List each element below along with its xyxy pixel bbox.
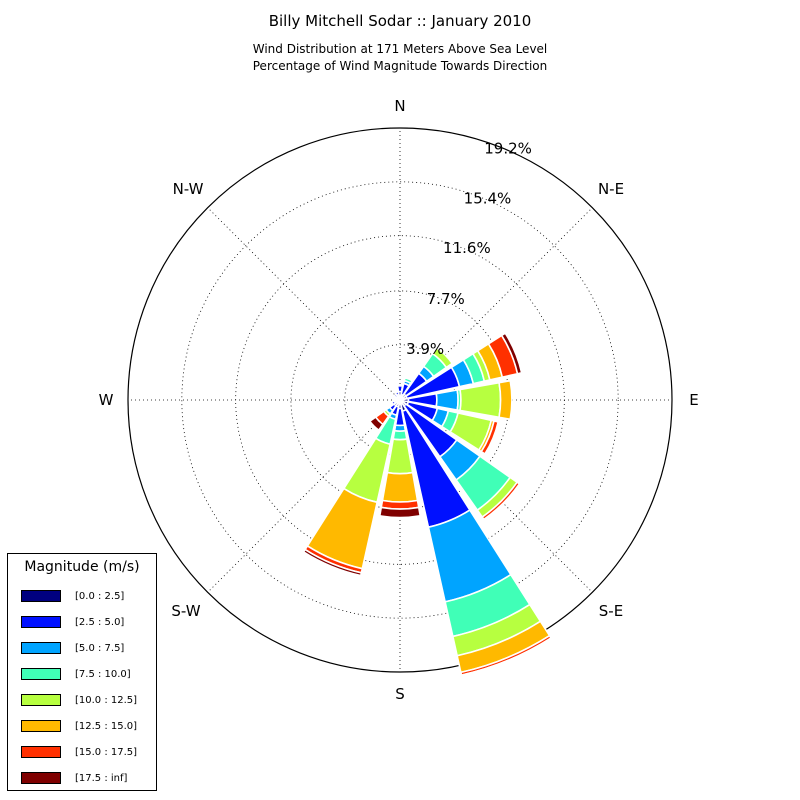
direction-label: E — [689, 391, 698, 409]
legend-swatch — [21, 694, 61, 706]
legend-swatch — [21, 616, 61, 628]
legend-swatch — [21, 642, 61, 654]
chart-labels: 3.9% 7.7% 11.6% 15.4% 19.2% N N-E E S-E S S-W W N-W — [99, 97, 699, 703]
outer-ring — [127, 127, 673, 673]
direction-label: W — [99, 391, 114, 409]
grid-spoke — [399, 207, 593, 401]
direction-label: N-W — [173, 180, 204, 198]
grid-spoke — [207, 207, 401, 401]
legend-swatch — [21, 746, 61, 758]
bar-segment — [460, 637, 553, 678]
subtitle-line-1: Wind Distribution at 171 Meters Above Se… — [252, 42, 548, 56]
bar-segment — [386, 438, 414, 475]
direction-label: S — [395, 685, 405, 703]
bar-segment — [481, 481, 521, 521]
legend-swatch — [21, 590, 61, 602]
radial-tick-label: 19.2% — [484, 140, 532, 158]
bar-segment — [369, 416, 384, 431]
legend-swatch — [21, 668, 61, 680]
direction-label: S-W — [171, 602, 200, 620]
legend-label: [15.0 : 17.5] — [75, 746, 138, 758]
legend-label: [2.5 : 5.0] — [75, 616, 125, 628]
subtitle-line-2: Percentage of Wind Magnitude Towards Dir… — [252, 59, 548, 73]
bar-segment — [435, 389, 459, 411]
bar-segment — [378, 506, 422, 519]
legend: Magnitude (m/s) [0.0 : 2.5] [2.5 : 5.0] [5… — [7, 553, 157, 791]
legend-swatch — [21, 720, 61, 732]
bar-segment — [403, 377, 413, 385]
legend-rows: [0.0 : 2.5] [2.5 : 5.0] [5.0 : 7.5] [7.5 : … — [8, 583, 156, 791]
legend-item: [15.0 : 17.5] — [8, 739, 156, 765]
legend-item: [5.0 : 7.5] — [8, 635, 156, 661]
radial-tick-label: 15.4% — [464, 189, 512, 207]
legend-label: [10.0 : 12.5] — [75, 694, 138, 706]
legend-item: [7.5 : 10.0] — [8, 661, 156, 687]
chart-subtitle: Wind Distribution at 171 Meters Above Se… — [0, 41, 800, 75]
bar-segment — [394, 390, 400, 397]
grid-ring — [181, 181, 619, 619]
legend-label: [12.5 : 15.0] — [75, 720, 138, 732]
legend-item: [12.5 : 15.0] — [8, 713, 156, 739]
legend-label: [0.0 : 2.5] — [75, 590, 125, 602]
radial-tick-label: 7.7% — [427, 290, 465, 308]
bar-segment — [500, 332, 523, 375]
bar-segment — [302, 548, 363, 577]
legend-item: [17.5 : inf] — [8, 765, 156, 791]
bar-segment — [381, 471, 419, 503]
legend-label: [7.5 : 10.0] — [75, 668, 131, 680]
legend-item: [0.0 : 2.5] — [8, 583, 156, 609]
bar-segment — [392, 429, 408, 441]
bar-segment — [498, 379, 513, 421]
chart-title: Billy Mitchell Sodar :: January 2010 — [268, 12, 532, 30]
legend-label: [17.5 : inf] — [75, 772, 128, 784]
bar-segment — [459, 381, 502, 419]
legend-item: [10.0 : 12.5] — [8, 687, 156, 713]
bar-segment — [431, 347, 453, 369]
bar-segment — [389, 401, 394, 407]
legend-swatch — [21, 772, 61, 784]
wind-bars — [302, 332, 553, 678]
direction-label: N-E — [598, 180, 624, 198]
legend-label: [5.0 : 7.5] — [75, 642, 125, 654]
legend-item: [2.5 : 5.0] — [8, 609, 156, 635]
grid-spoke — [207, 399, 401, 593]
bar-segment — [480, 420, 499, 455]
direction-label: N — [394, 97, 405, 115]
direction-label: S-E — [599, 602, 623, 620]
legend-title: Magnitude (m/s) — [24, 559, 140, 575]
radial-tick-label: 3.9% — [406, 340, 444, 358]
radial-tick-label: 11.6% — [443, 239, 491, 257]
